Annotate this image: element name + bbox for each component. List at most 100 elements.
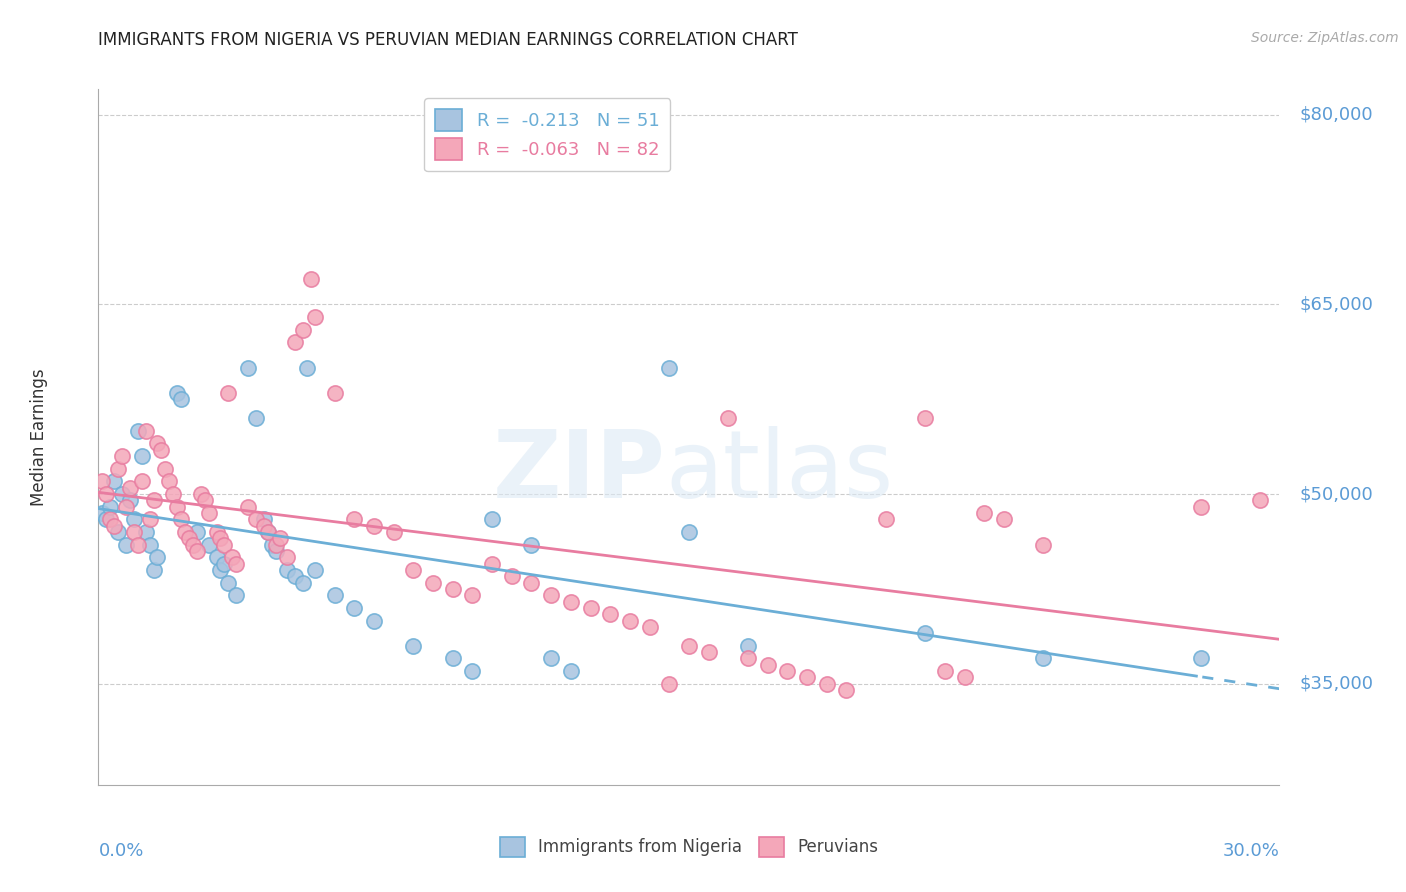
Point — [131, 449, 153, 463]
Point — [217, 385, 239, 400]
Point — [205, 524, 228, 539]
Point — [520, 575, 543, 590]
Point — [363, 614, 385, 628]
Point — [205, 550, 228, 565]
Point — [276, 550, 298, 565]
Point — [177, 531, 200, 545]
Point — [422, 575, 444, 590]
Point — [276, 563, 298, 577]
Point — [155, 461, 177, 475]
Point — [91, 475, 114, 489]
Point — [142, 563, 165, 577]
Point — [170, 392, 193, 406]
Legend: Immigrants from Nigeria, Peruvians: Immigrants from Nigeria, Peruvians — [489, 827, 889, 867]
Point — [225, 588, 247, 602]
Point — [599, 607, 621, 622]
Point — [214, 538, 236, 552]
Point — [91, 506, 114, 520]
Point — [658, 677, 681, 691]
Point — [236, 500, 259, 514]
Text: 30.0%: 30.0% — [1223, 842, 1279, 860]
Point — [304, 563, 326, 577]
Point — [461, 588, 484, 602]
Point — [122, 512, 145, 526]
Point — [579, 600, 602, 615]
Point — [146, 550, 169, 565]
Point — [1189, 651, 1212, 665]
Text: IMMIGRANTS FROM NIGERIA VS PERUVIAN MEDIAN EARNINGS CORRELATION CHART: IMMIGRANTS FROM NIGERIA VS PERUVIAN MEDI… — [98, 31, 799, 49]
Point — [118, 493, 141, 508]
Text: Median Earnings: Median Earnings — [31, 368, 48, 506]
Point — [481, 512, 503, 526]
Point — [914, 626, 936, 640]
Point — [157, 475, 180, 489]
Point — [1189, 500, 1212, 514]
Point — [678, 524, 700, 539]
Point — [914, 411, 936, 425]
Point — [292, 322, 315, 336]
Point — [1249, 493, 1271, 508]
Point — [363, 518, 385, 533]
Point — [264, 538, 287, 552]
Point — [481, 557, 503, 571]
Point — [135, 524, 157, 539]
Point — [138, 538, 160, 552]
Point — [1032, 538, 1054, 552]
Point — [402, 639, 425, 653]
Text: $35,000: $35,000 — [1299, 674, 1374, 693]
Point — [135, 424, 157, 438]
Point — [441, 651, 464, 665]
Point — [815, 677, 838, 691]
Point — [461, 664, 484, 678]
Point — [150, 442, 173, 457]
Point — [131, 475, 153, 489]
Point — [115, 538, 138, 552]
Point — [253, 512, 276, 526]
Point — [122, 524, 145, 539]
Point — [953, 670, 976, 684]
Point — [162, 487, 184, 501]
Point — [796, 670, 818, 684]
Point — [343, 600, 366, 615]
Text: $50,000: $50,000 — [1299, 485, 1372, 503]
Point — [776, 664, 799, 678]
Point — [138, 512, 160, 526]
Point — [260, 538, 283, 552]
Point — [560, 594, 582, 608]
Point — [107, 524, 129, 539]
Point — [111, 449, 134, 463]
Point — [115, 500, 138, 514]
Point — [295, 360, 318, 375]
Text: 0.0%: 0.0% — [98, 842, 143, 860]
Point — [737, 639, 759, 653]
Point — [221, 550, 243, 565]
Point — [737, 651, 759, 665]
Text: ZIP: ZIP — [492, 425, 665, 518]
Point — [323, 588, 346, 602]
Point — [501, 569, 523, 583]
Point — [993, 512, 1015, 526]
Point — [118, 481, 141, 495]
Point — [264, 544, 287, 558]
Point — [756, 657, 779, 672]
Point — [107, 461, 129, 475]
Point — [292, 575, 315, 590]
Point — [186, 524, 208, 539]
Point — [111, 487, 134, 501]
Point — [638, 620, 661, 634]
Point — [973, 506, 995, 520]
Text: $65,000: $65,000 — [1299, 295, 1374, 313]
Point — [284, 335, 307, 350]
Point — [197, 538, 219, 552]
Point — [658, 360, 681, 375]
Point — [170, 512, 193, 526]
Point — [225, 557, 247, 571]
Point — [190, 487, 212, 501]
Point — [245, 411, 267, 425]
Point — [166, 385, 188, 400]
Point — [96, 512, 118, 526]
Point — [678, 639, 700, 653]
Point — [619, 614, 641, 628]
Point — [103, 475, 125, 489]
Point — [284, 569, 307, 583]
